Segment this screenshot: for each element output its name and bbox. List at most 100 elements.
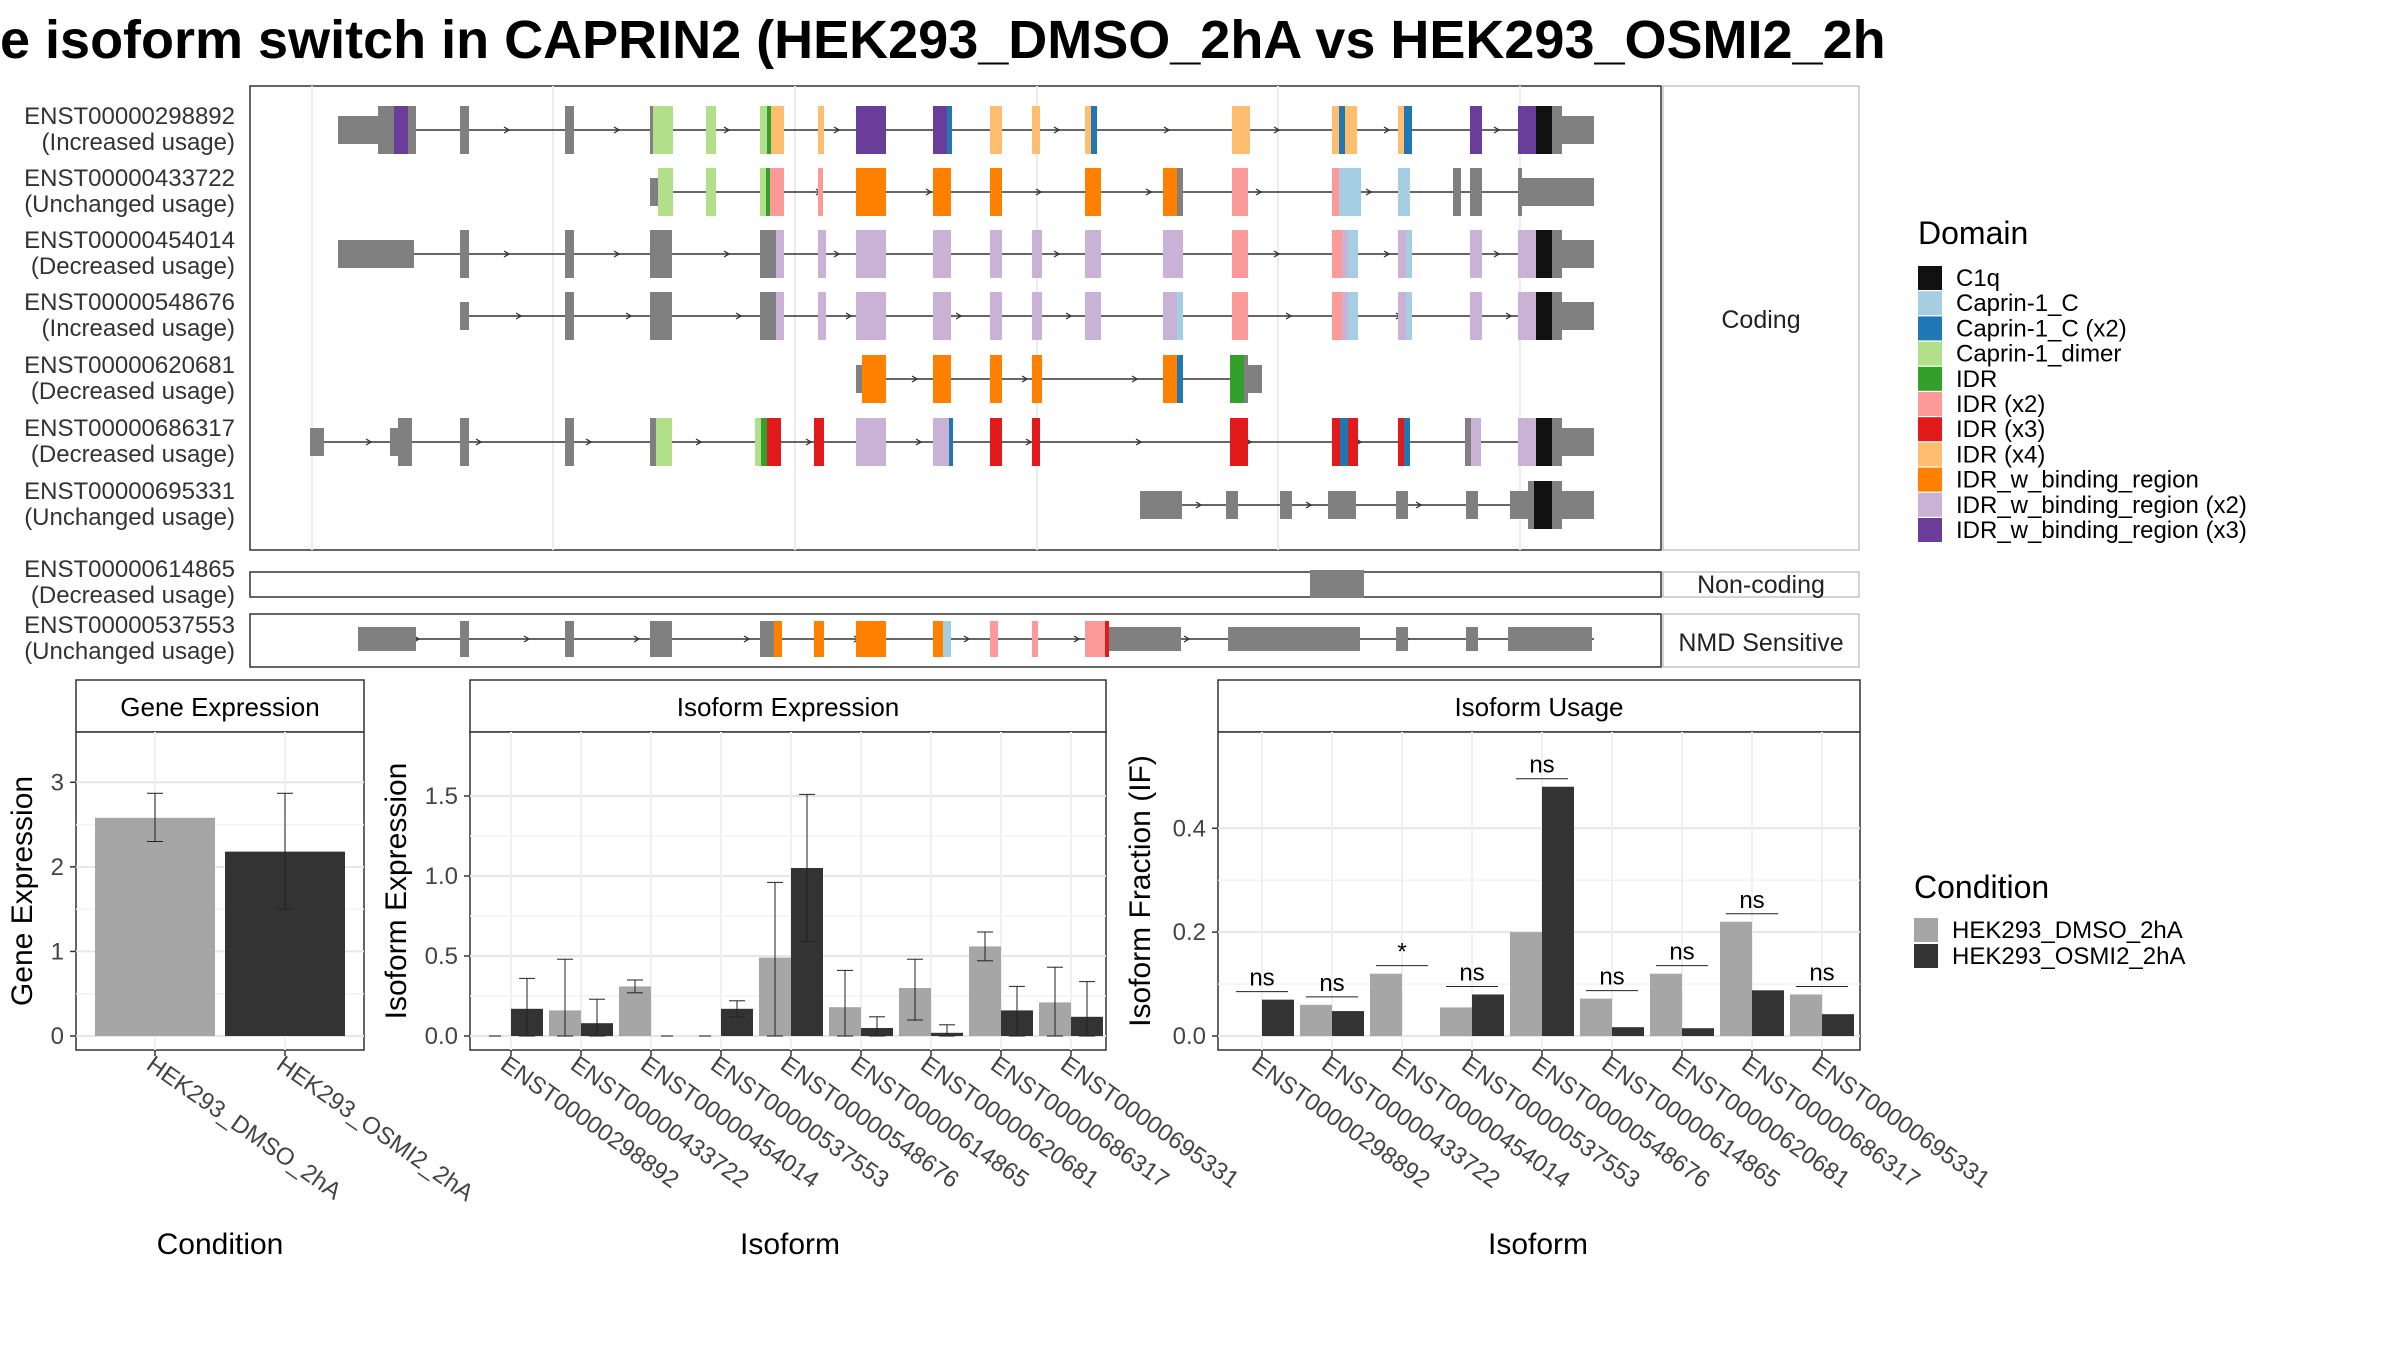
exon-block: [1470, 106, 1482, 154]
exon-block: [933, 292, 951, 340]
intron-arrow: [1145, 188, 1153, 196]
domain-legend-label: IDR (x2): [1956, 391, 2045, 418]
exon-block: [460, 106, 469, 154]
isoform-usage-chart: Isoform Usage0.00.20.4nsENST00000298892n…: [1124, 679, 1995, 1261]
intron-arrow: [1493, 250, 1501, 258]
isoform-usage-sig-label: ns: [1669, 939, 1694, 966]
isoform-id-label: ENST00000686317: [24, 415, 235, 442]
exon-block: [1348, 418, 1358, 466]
exon-block: [310, 428, 324, 456]
exon-block: [565, 621, 574, 657]
exon-block: [1032, 355, 1042, 403]
exon-block: [767, 418, 781, 466]
exon-block: [856, 621, 886, 657]
exon-block: [1085, 292, 1101, 340]
exon-block: [1348, 230, 1358, 278]
nmd-panel: [249, 613, 1662, 668]
intron-arrow: [1163, 126, 1171, 134]
exon-block: [650, 230, 672, 278]
isoform-usage-bar: [1650, 973, 1682, 1036]
exon-block: [1091, 621, 1105, 657]
exon-block: [394, 106, 408, 154]
exon-block: [1342, 292, 1348, 340]
gene-expression-ytick-label: 1: [51, 938, 64, 965]
domain-legend-label: Caprin-1_C (x2): [1956, 315, 2127, 342]
isoform-usage-sig-label: ns: [1319, 970, 1344, 997]
isoform-usage-ylabel: Isoform Fraction (IF): [1124, 755, 1157, 1027]
exon-block: [1398, 292, 1406, 340]
strip-coding: [1662, 85, 1860, 551]
isoform-usage-bar: [1720, 921, 1752, 1036]
exon-block: [1248, 365, 1262, 393]
exon-block: [760, 168, 766, 216]
exon-block: [1177, 168, 1183, 216]
intron-arrow: [1383, 126, 1391, 134]
intron-arrow: [1183, 635, 1191, 643]
exon-block: [1510, 491, 1528, 519]
domain-legend-swatch: [1918, 341, 1942, 366]
intron-arrow: [613, 250, 621, 258]
isoform-usage-bar: [1262, 999, 1294, 1036]
exon-block: [1339, 168, 1361, 216]
isoform-usage-bar: [1440, 1007, 1472, 1036]
exon-block: [1177, 355, 1183, 403]
exon-block: [818, 292, 826, 340]
strip-noncoding: [1662, 571, 1860, 598]
intron-arrow: [1505, 312, 1513, 320]
intron-arrow: [1415, 501, 1423, 509]
intron-arrow: [1053, 126, 1061, 134]
exon-block: [760, 230, 776, 278]
exon-block: [990, 168, 1002, 216]
isoform-usage-label: (Decreased usage): [31, 253, 235, 280]
exon-block: [1562, 428, 1594, 456]
exon-block: [1471, 418, 1481, 466]
isoform-usage-bar: [1300, 1004, 1332, 1036]
exon-block: [1109, 627, 1181, 651]
intron-arrow: [1025, 438, 1033, 446]
intron-arrow: [833, 126, 841, 134]
exon-block: [856, 106, 886, 154]
isoform-usage-label: (Increased usage): [42, 315, 235, 342]
exon-block: [658, 168, 673, 216]
intron-arrow: [915, 438, 923, 446]
intron-arrow: [695, 438, 703, 446]
exon-block: [390, 428, 398, 456]
isoform-usage-bar: [1370, 973, 1402, 1036]
gene-expression-xlabel: Condition: [157, 1228, 284, 1261]
exon-block: [1032, 106, 1040, 154]
exon-block: [990, 418, 1002, 466]
exon-block: [949, 418, 953, 466]
isoform-usage-label: (Decreased usage): [31, 378, 235, 405]
isoform-usage-label: (Decreased usage): [31, 582, 235, 609]
exon-block: [1230, 418, 1248, 466]
domain-legend-title: Domain: [1918, 215, 2028, 251]
exon-block: [1396, 491, 1408, 519]
condition-legend-label: HEK293_DMSO_2hA: [1952, 917, 2183, 944]
exon-block: [1085, 230, 1101, 278]
exon-block: [990, 355, 1002, 403]
isoform-usage-sig-label: ns: [1249, 965, 1274, 992]
exon-block: [460, 302, 469, 330]
intron-arrow: [1285, 312, 1293, 320]
exon-block: [1562, 491, 1594, 519]
isoform-usage-label: (Decreased usage): [31, 441, 235, 468]
exon-block: [1470, 292, 1482, 340]
isoform-usage-sig-label: *: [1397, 939, 1406, 966]
exon-block: [1332, 106, 1339, 154]
exon-block: [1398, 168, 1410, 216]
isoform-usage-label: (Unchanged usage): [24, 191, 235, 218]
exon-block: [1552, 230, 1562, 278]
exon-block: [1232, 292, 1248, 340]
exon-block: [771, 106, 784, 154]
isoform-usage-bar: [1752, 990, 1784, 1036]
intron-arrow: [845, 312, 853, 320]
exon-block: [933, 168, 951, 216]
exon-block: [1232, 168, 1248, 216]
exon-block: [1140, 491, 1182, 519]
intron-arrow: [1255, 188, 1263, 196]
intron-arrow: [833, 250, 841, 258]
isoform-usage-bar: [1822, 1014, 1854, 1036]
isoform-id-label: ENST00000620681: [24, 352, 235, 379]
domain-legend-swatch: [1918, 291, 1942, 316]
